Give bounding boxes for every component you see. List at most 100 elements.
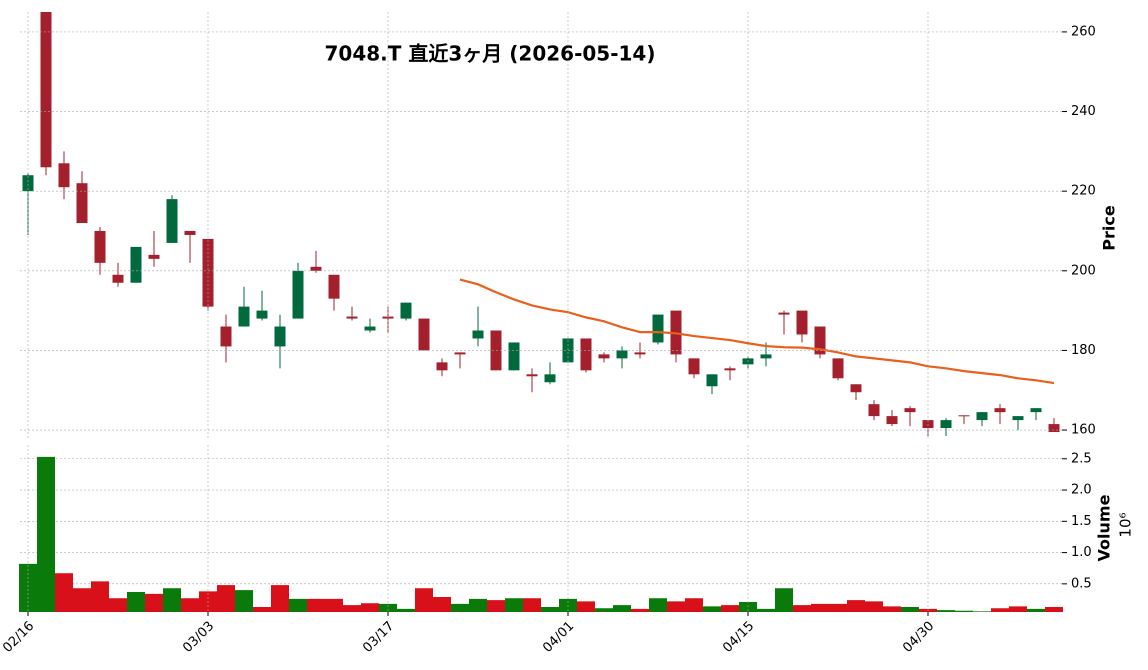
volume-bar: [307, 598, 325, 612]
candle-body: [364, 326, 376, 331]
volume-bar: [91, 581, 109, 612]
volume-bar: [523, 598, 541, 612]
candle-body: [652, 314, 664, 343]
candle-body: [472, 330, 484, 339]
candle-body: [256, 310, 268, 319]
volume-bar: [433, 596, 451, 612]
volume-bar: [1009, 606, 1027, 612]
volume-bar: [685, 598, 703, 612]
volume-bar: [973, 611, 991, 612]
candle-body: [220, 326, 232, 347]
candle-body: [634, 352, 646, 355]
candle-body: [22, 175, 34, 192]
volume-bar: [757, 608, 775, 612]
volume-bar: [469, 598, 487, 612]
candle-body: [112, 274, 124, 283]
candle-body: [58, 163, 70, 188]
y-tick-label: 220: [1071, 184, 1096, 199]
volume-bar: [127, 591, 145, 612]
volume-bar: [19, 563, 37, 612]
candle-body: [130, 246, 142, 283]
volume-bar: [451, 603, 469, 612]
volume-scale-label: 10⁶: [1117, 512, 1135, 537]
y-tick-label: 1.5: [1071, 514, 1092, 529]
volume-bar: [793, 605, 811, 612]
volume-bar: [703, 606, 721, 612]
candle-body: [508, 342, 520, 371]
volume-bar: [415, 588, 433, 612]
candle-body: [1030, 408, 1042, 413]
volume-bar: [811, 603, 829, 612]
candle-body: [796, 310, 808, 335]
candle-body: [724, 368, 736, 371]
candle-body: [184, 230, 196, 235]
candle-body: [76, 183, 88, 224]
candle-body: [454, 352, 466, 355]
moving-average-line: [459, 278, 1055, 385]
candle-body: [148, 254, 160, 259]
volume-bar: [361, 603, 379, 612]
candle-body: [238, 306, 250, 327]
volume-bar: [145, 593, 163, 612]
volume-bar: [505, 598, 523, 612]
x-tick-label: 03/03: [180, 619, 217, 656]
volume-bar: [271, 585, 289, 612]
volume-bar: [541, 606, 559, 612]
volume-bar: [325, 598, 343, 612]
candle-body: [400, 302, 412, 319]
x-tick-label: 03/17: [360, 619, 397, 656]
volume-bar: [289, 598, 307, 612]
candle-body: [346, 316, 358, 319]
x-tick-label: 04/01: [540, 619, 577, 656]
candle-body: [778, 312, 790, 315]
y-tick-label: 200: [1071, 263, 1096, 278]
y-tick-label: 2.5: [1071, 451, 1092, 466]
candle-body: [886, 416, 898, 425]
y-tick-label: 0.5: [1071, 576, 1092, 591]
volume-bar: [721, 605, 739, 612]
volume-bar: [847, 600, 865, 612]
volume-bar: [163, 588, 181, 612]
volume-axis-label: Volume: [1095, 494, 1114, 561]
candle-body: [310, 266, 322, 271]
volume-bar: [883, 606, 901, 612]
candle-body: [994, 408, 1006, 413]
candle-body: [418, 318, 430, 351]
x-tick-label: 04/30: [900, 619, 937, 656]
volume-bar: [1045, 606, 1063, 612]
candle-body: [706, 374, 718, 387]
y-tick-label: 1.0: [1071, 545, 1092, 560]
candle-body: [526, 374, 538, 377]
chart-title: 7048.T 直近3ヶ月 (2026-05-14): [325, 42, 656, 66]
candle-body: [976, 412, 988, 421]
candle-body: [814, 326, 826, 355]
volume-bar: [649, 598, 667, 612]
y-tick-label: 260: [1071, 24, 1096, 39]
volume-bar: [73, 588, 91, 612]
volume-bar: [55, 573, 73, 612]
volume-bar: [937, 610, 955, 612]
y-tick-label: 160: [1071, 423, 1096, 438]
candle-body: [292, 270, 304, 319]
x-tick-label: 02/16: [0, 619, 37, 656]
candle-body: [868, 404, 880, 417]
candle-body: [580, 338, 592, 371]
volume-bar: [577, 601, 595, 612]
candle-body: [94, 230, 106, 263]
volume-bar: [955, 610, 973, 612]
y-tick-label: 240: [1071, 104, 1096, 119]
volume-bar: [631, 608, 649, 612]
volume-bar: [667, 601, 685, 612]
candle-body: [940, 420, 952, 429]
volume-bar: [343, 605, 361, 612]
candle-body: [274, 326, 286, 347]
volume-bar: [595, 608, 613, 612]
candle-body: [436, 362, 448, 371]
candle-body: [616, 350, 628, 359]
candle-body: [328, 274, 340, 299]
volume-bar: [775, 588, 793, 612]
x-tick-label: 04/15: [720, 619, 757, 656]
volume-bar: [181, 598, 199, 612]
candle-body: [40, 12, 52, 168]
